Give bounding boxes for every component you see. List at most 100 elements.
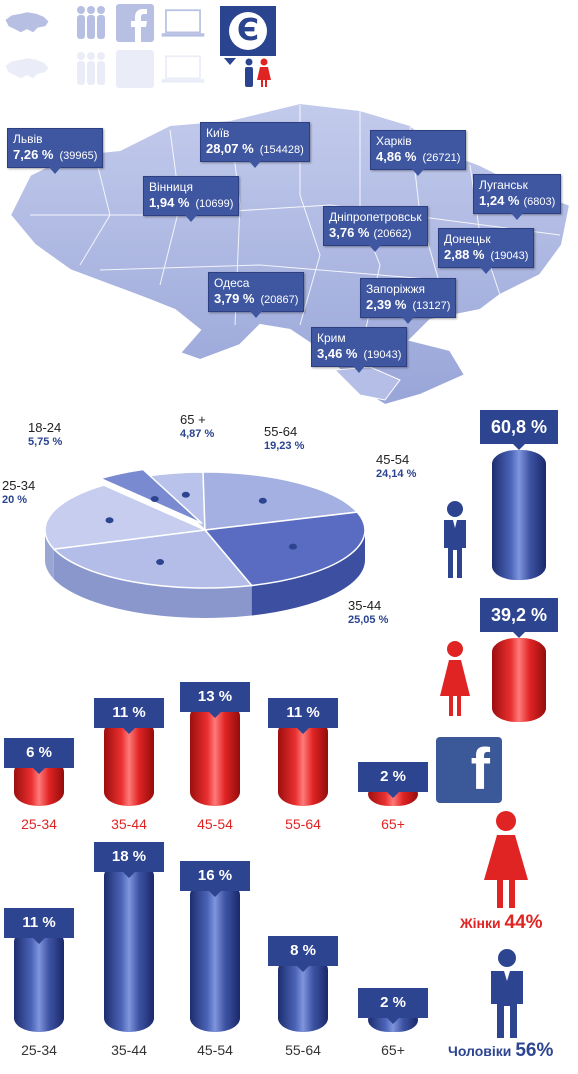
pie-category: 35-44 [348,598,382,613]
ukraine-map-icon[interactable] [4,4,50,42]
age-bar-value-label: 8 % [268,936,338,973]
region-pct: 2,88 % [444,247,485,262]
pie-label-55-64: 55-64 19,23 % [264,424,304,454]
pie-slice-65 [98,468,203,525]
region-pct: 1,94 % [149,195,190,210]
age-category-label: 65+ [381,816,405,832]
region-count: (13127) [412,300,451,312]
pie-value: 5,75 % [28,436,63,448]
pie-anchor-dot [258,497,267,504]
region-count: (6803) [523,196,556,208]
region-pct: 3,79 % [214,291,255,306]
pie-slice-side [53,549,252,618]
facebook-logo-icon: f [436,737,502,803]
age-category-label: 25-34 [21,1042,57,1058]
pie-label-18-24: 18-24 5,75 % [28,420,62,450]
women-total: Жінки 44% [460,912,543,934]
region-name: Луганськ [479,178,528,192]
pie-value: 20 % [2,494,28,506]
pie-anchor-dot [156,559,165,566]
region-name: Запоріжжя [366,282,425,296]
facebook-icon[interactable] [112,4,158,42]
pie-slice-25-34 [202,471,359,531]
woman-large-icon [482,810,530,915]
age-bar-45-54 [190,880,240,1032]
map-label-kyiv: Київ 28,07 % (154428) [200,122,310,168]
map-label-dnipropetrovsk: Дніпропетровськ 3,76 % (20662) [323,206,428,252]
pie-category: 45-54 [376,452,410,467]
pie-label-65-plus: 65 + 4,87 % [180,412,214,442]
region-name: Львів [13,132,43,146]
age-bar-value-label: 2 % [358,988,428,1024]
woman-icon [438,640,472,723]
region-count: (154428) [259,144,304,156]
euro-icon-button[interactable]: Є [220,6,276,56]
region-pct: 28,07 % [206,141,254,156]
region-count: (20662) [373,228,412,240]
region-count: (20867) [260,294,299,306]
region-pct: 1,24 % [479,193,520,208]
people-icon[interactable] [68,4,114,42]
men-total: Чоловіки 56% [448,1040,553,1062]
region-pct: 4,86 % [376,149,417,164]
age-bar-35-44 [104,862,154,1032]
pie-slice-45-54 [52,529,254,589]
map-label-lviv: Львів 7,26 % (39965) [7,128,104,174]
age-category-label: 35-44 [111,1042,147,1058]
age-bar-value-label: 18 % [94,842,164,878]
map-label-vinnytsia: Вінниця 1,94 % (10699) [143,176,240,222]
region-pct: 3,76 % [329,225,370,240]
laptop-icon-faded [160,50,206,88]
pie-slice-side [45,530,54,580]
people-icon-faded [68,50,114,88]
age-category-label: 55-64 [285,816,321,832]
pie-anchor-dot [150,496,159,503]
laptop-icon[interactable] [160,4,206,42]
women-label: Жінки [460,915,501,931]
pie-anchor-dot [288,543,297,550]
map-label-donetsk: Донецьк 2,88 % (19043) [438,228,535,274]
pie-value: 24,14 % [376,468,417,480]
age-bar-value-label: 2 % [358,762,428,798]
region-count: (10699) [195,198,234,210]
age-bar-25-34 [14,928,64,1032]
man-woman-icon[interactable] [240,58,274,93]
age-bar-value-label: 13 % [180,682,250,718]
pie-anchor-dot [181,491,190,498]
pie-anchor-dot [105,517,114,524]
age-bar-value-label: 11 % [94,698,164,734]
map-label-odesa: Одеса 3,79 % (20867) [208,272,305,318]
pie-slice-55-64 [44,484,208,550]
region-count: (19043) [363,349,402,361]
region-count: (39965) [59,150,98,162]
age-bar-45-54 [190,702,240,806]
age-bar-value-label: 11 % [268,698,338,734]
age-category-label: 55-64 [285,1042,321,1058]
region-name: Одеса [214,276,250,290]
age-pie-chart [44,468,366,618]
pie-slice-side [251,530,365,616]
euro-icon: Є [229,12,267,50]
region-name: Дніпропетровськ [329,210,422,224]
region-name: Вінниця [149,180,193,194]
men-label: Чоловіки [448,1043,512,1059]
age-bar-value-label: 16 % [180,860,250,897]
map-label-luhansk: Луганськ 1,24 % (6803) [473,174,562,220]
women-value: 44% [504,912,543,933]
gender-bar-female [492,638,546,722]
region-pct: 3,46 % [317,346,358,361]
pie-slice-35-44 [203,511,366,587]
pie-value: 4,87 % [180,428,215,440]
age-category-label: 45-54 [197,816,233,832]
ukraine-map-icon-faded [4,50,50,88]
pie-label-35-44: 35-44 25,05 % [348,598,388,628]
map-label-kharkiv: Харків 4,86 % (26721) [370,130,467,176]
age-bar-value-label: 6 % [4,738,74,774]
region-pct: 2,39 % [366,297,407,312]
top-icon-strip: Є [0,0,578,96]
facebook-icon-faded [112,50,158,88]
map-label-crimea: Крим 3,46 % (19043) [311,327,408,373]
pie-label-25-34: 25-34 20 % [2,478,35,508]
age-category-label: 65+ [381,1042,405,1058]
selected-indicator [224,58,236,65]
